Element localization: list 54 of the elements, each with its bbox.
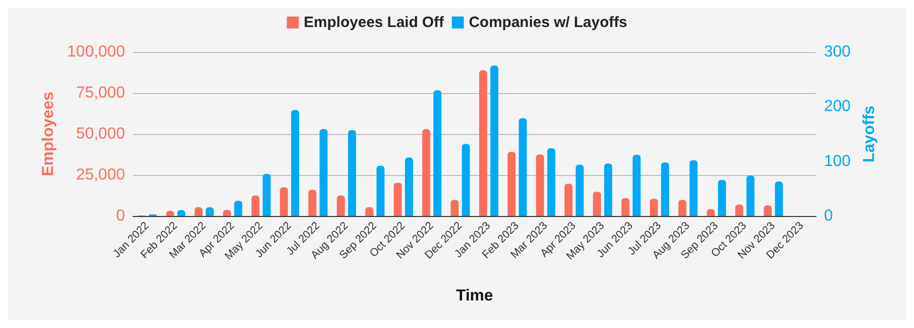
bar [194, 207, 203, 216]
bar [336, 196, 345, 216]
x-axis-title: Time [456, 288, 494, 304]
bar [576, 164, 584, 216]
bar [650, 198, 658, 216]
y-tick-label: 25,000 [76, 166, 126, 184]
bar [735, 204, 744, 216]
legend-label: Companies w/ Layoffs [468, 14, 628, 31]
bar [718, 180, 726, 216]
bar [206, 207, 214, 216]
bar [479, 70, 488, 216]
bar [308, 190, 316, 216]
bar [490, 66, 498, 216]
bar [320, 129, 328, 216]
bar [376, 166, 384, 216]
y-tick-label: 50,000 [76, 126, 126, 142]
bar [518, 118, 527, 216]
bar [661, 162, 670, 216]
bar [450, 200, 459, 216]
bar [365, 207, 374, 216]
bar [547, 148, 556, 216]
bar [291, 110, 300, 216]
bar [251, 196, 260, 216]
y2-tick-label: 200 [824, 98, 851, 116]
y-axis-title: Employees [40, 92, 57, 176]
bar [604, 164, 612, 216]
bar [433, 90, 442, 216]
bar [508, 152, 516, 216]
bar [690, 160, 698, 216]
bar [280, 187, 288, 216]
bar [262, 174, 271, 216]
bar [632, 154, 641, 216]
bar [564, 184, 573, 216]
bar [746, 176, 754, 216]
bar [764, 205, 772, 216]
bar [394, 182, 402, 216]
y-tick-label: 100,000 [67, 44, 126, 60]
y2-axis-title: Layoffs [861, 105, 878, 162]
bar [462, 144, 470, 216]
bar [348, 130, 356, 216]
y-tick-label: 0 [116, 208, 126, 224]
bar [678, 200, 686, 216]
bar [592, 192, 601, 216]
legend-label: Employees Laid Off [304, 14, 445, 31]
bar [234, 200, 242, 216]
y2-tick-label: 0 [824, 208, 833, 224]
y-tick-label: 75,000 [76, 84, 126, 102]
bar [774, 182, 783, 216]
bar [536, 154, 544, 216]
bar [422, 129, 430, 216]
y2-tick-label: 300 [824, 44, 851, 60]
y2-tick-label: 100 [824, 152, 851, 170]
bar [621, 198, 630, 216]
bar [404, 158, 413, 216]
